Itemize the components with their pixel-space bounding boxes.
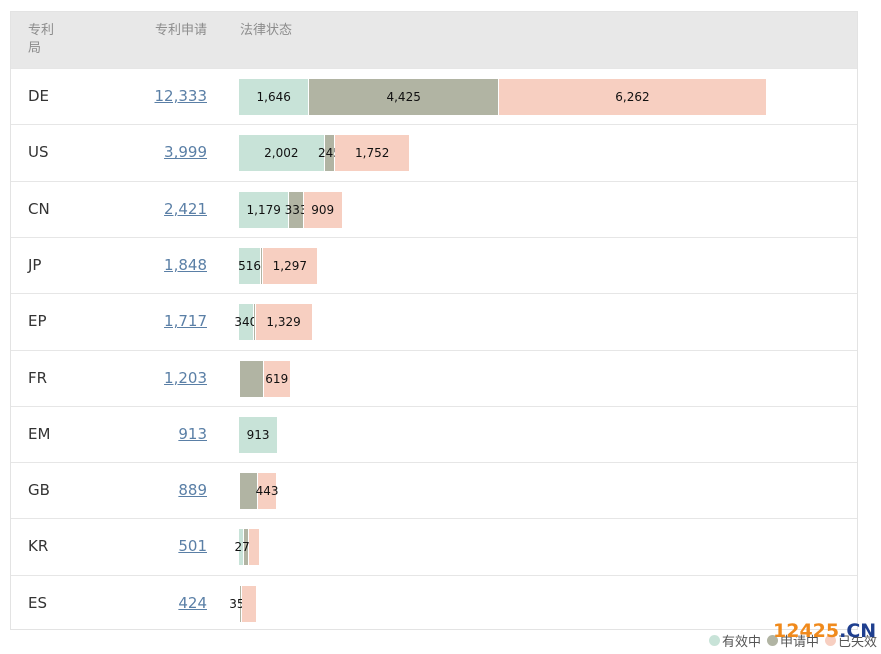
legend-dot-pending-icon xyxy=(766,635,778,646)
bar-segment-active[interactable]: 913 xyxy=(239,416,279,453)
bar-segment-lapsed[interactable]: 1,297 xyxy=(262,247,319,284)
office-code: ES xyxy=(28,593,47,612)
office-code: FR xyxy=(28,368,48,387)
table-row: GB 889 443 xyxy=(11,462,857,518)
legend-dot-active-icon xyxy=(708,635,720,646)
watermark-part2: .CN xyxy=(839,620,877,642)
bar-segment-active[interactable] xyxy=(239,529,245,566)
table-row: KR 501 275 xyxy=(11,518,857,574)
header-status: 法律状态 xyxy=(240,23,293,38)
bar-segment-active[interactable]: 1,179 xyxy=(239,191,290,228)
bar-segment-active[interactable]: 516 xyxy=(238,247,262,284)
bar-segment-pending[interactable] xyxy=(253,304,256,341)
bar-segment-active[interactable] xyxy=(239,360,241,397)
watermark-part1: 12425 xyxy=(773,620,840,642)
office-code: EP xyxy=(28,312,47,331)
bar-segment-pending[interactable]: 4,425 xyxy=(309,79,499,115)
table-row: DE 12,333 1,646 4,425 6,262 xyxy=(11,68,857,124)
legend: 有效中 申请中 已失效 xyxy=(708,631,877,650)
table-row: CN 2,421 1,179 333 909 xyxy=(11,180,857,237)
bar-segment-active[interactable]: 2,002 xyxy=(239,135,325,172)
patent-office-table: 专利局 专利申请 法律状态 DE 12,333 1,646 4,425 6,262 US 3… xyxy=(10,11,858,630)
legend-item-pending[interactable]: 申请中 xyxy=(766,631,819,650)
application-count-link[interactable]: 12,333 xyxy=(154,87,208,105)
office-code: US xyxy=(28,143,49,162)
bar-segment-lapsed[interactable]: 619 xyxy=(264,360,291,397)
application-count-link[interactable]: 889 xyxy=(178,481,207,500)
legend-label-active: 有效中 xyxy=(721,635,761,650)
bar-segment-pending[interactable] xyxy=(240,360,264,397)
table-row: FR 1,203 619 xyxy=(11,349,857,406)
table-row: JP 1,848 516 1,297 xyxy=(11,236,857,293)
table-row: US 3,999 2,002 245 1,752 xyxy=(11,124,857,180)
legend-item-lapsed[interactable]: 已失效 xyxy=(824,631,877,650)
legend-label-lapsed: 已失效 xyxy=(837,635,877,650)
bar-segment-lapsed[interactable]: 443 xyxy=(256,473,279,510)
bar-segment-lapsed[interactable] xyxy=(242,585,258,622)
bar-segment-lapsed[interactable]: 6,262 xyxy=(498,79,767,115)
office-code: EM xyxy=(28,424,51,443)
header-count: 专利申请 xyxy=(154,23,207,38)
application-count-link[interactable]: 1,203 xyxy=(164,368,207,387)
legend-label-pending: 申请中 xyxy=(779,635,819,650)
office-code: JP xyxy=(28,255,42,274)
bar-segment-lapsed[interactable] xyxy=(248,529,261,566)
bar-segment-pending[interactable]: 333 xyxy=(285,191,308,228)
application-count-link[interactable]: 3,999 xyxy=(164,143,207,162)
table-header: 专利局 专利申请 法律状态 xyxy=(11,12,857,68)
application-count-link[interactable]: 1,848 xyxy=(164,255,207,274)
legend-item-active[interactable]: 有效中 xyxy=(708,631,761,650)
bar-segment-active[interactable]: 1,646 xyxy=(239,79,310,115)
office-code: GB xyxy=(28,481,50,500)
office-code: DE xyxy=(28,87,50,105)
bar-segment-pending[interactable] xyxy=(261,247,263,284)
bar-segment-lapsed[interactable]: 1,752 xyxy=(335,135,411,172)
bar-segment-active[interactable] xyxy=(239,473,241,510)
application-count-link[interactable]: 501 xyxy=(178,537,207,556)
application-count-link[interactable]: 2,421 xyxy=(164,199,207,218)
office-code: KR xyxy=(28,537,49,556)
table-row: EM 913 913 xyxy=(11,405,857,462)
bar-segment-active[interactable]: 340 xyxy=(234,304,257,341)
bar-segment-lapsed[interactable]: 1,329 xyxy=(255,304,313,341)
bar-segment-active[interactable] xyxy=(239,585,241,622)
bar-segment-pending[interactable]: 245 xyxy=(318,135,341,172)
legend-dot-lapsed-icon xyxy=(824,635,836,646)
header-office: 专利局 xyxy=(28,23,55,56)
bar-segment-lapsed[interactable]: 909 xyxy=(303,191,343,228)
table-row: ES 424 352 xyxy=(11,574,857,631)
application-count-link[interactable]: 1,717 xyxy=(164,312,207,331)
application-count-link[interactable]: 424 xyxy=(178,593,207,612)
application-count-link[interactable]: 913 xyxy=(178,424,207,443)
office-code: CN xyxy=(28,199,50,218)
watermark-logo: 12425.CN xyxy=(773,620,876,642)
bar-segment-pending[interactable] xyxy=(240,473,259,510)
table-row: EP 1,717 340 1,329 xyxy=(11,293,857,349)
